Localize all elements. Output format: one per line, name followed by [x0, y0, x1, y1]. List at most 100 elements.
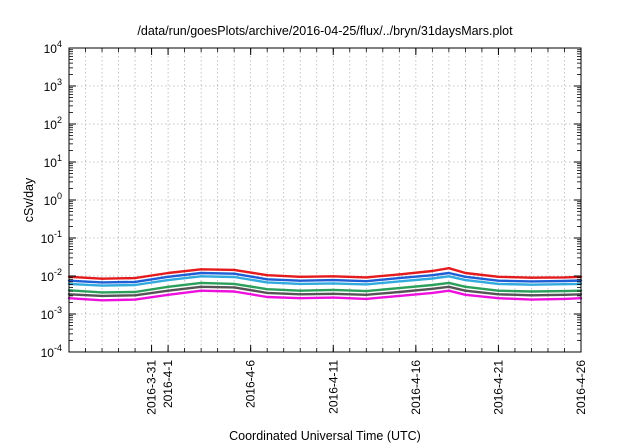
data-point: [447, 281, 451, 285]
data-point: [299, 293, 302, 296]
series-line: [68, 281, 582, 294]
data-point: [563, 297, 566, 301]
data-point: [447, 285, 451, 288]
data-point: [100, 291, 104, 294]
data-point: [497, 275, 500, 278]
data-point: [497, 297, 500, 300]
data-point: [166, 285, 170, 288]
data-point: [530, 276, 533, 279]
data-point: [530, 298, 533, 301]
data-point: [398, 286, 401, 290]
data-point: [166, 275, 170, 278]
data-point: [530, 283, 533, 286]
data-point: [464, 278, 467, 282]
data-point: [100, 277, 104, 280]
data-point: [563, 276, 566, 279]
data-point: [233, 268, 236, 272]
x-tick-label: 2016-4-21: [491, 360, 505, 415]
data-point: [365, 289, 368, 293]
data-point: [398, 280, 401, 283]
data-point: [431, 269, 434, 273]
data-point: [299, 289, 302, 292]
data-point: [233, 282, 236, 286]
data-point: [398, 290, 401, 294]
data-point: [365, 293, 368, 296]
data-point: [398, 294, 401, 298]
data-point: [332, 292, 335, 295]
data-point: [133, 280, 137, 284]
data-point: [431, 291, 434, 295]
data-point: [398, 276, 401, 280]
data-point: [299, 279, 302, 282]
data-point: [464, 285, 467, 288]
data-point: [332, 296, 335, 299]
data-point: [431, 277, 434, 280]
series-line: [68, 275, 582, 287]
data-point: [166, 289, 170, 292]
data-point: [464, 289, 467, 292]
data-point: [299, 282, 302, 286]
data-point: [497, 289, 500, 292]
series-layer: [67, 267, 583, 302]
data-point: [100, 294, 104, 298]
chart-title: /data/run/goesPlots/archive/2016-04-25/f…: [137, 24, 513, 38]
y-tick-label: 104: [44, 39, 62, 56]
data-point: [133, 290, 137, 294]
x-tick-label: 2016-3-31: [145, 360, 159, 415]
data-point: [497, 282, 500, 286]
data-point: [133, 276, 137, 280]
data-point: [266, 281, 269, 284]
data-point: [447, 289, 451, 292]
data-point: [299, 297, 302, 300]
data-point: [199, 268, 203, 271]
x-tick-label: 2016-4-6: [244, 360, 258, 408]
data-point: [365, 276, 368, 279]
data-point: [447, 267, 451, 270]
data-point: [464, 293, 467, 296]
y-axis-label: cSv/day: [22, 177, 36, 222]
data-point: [166, 271, 170, 275]
data-point: [563, 289, 566, 293]
y-tick-label: 101: [44, 153, 62, 170]
data-point: [199, 285, 203, 288]
data-point: [365, 297, 368, 301]
data-point: [530, 294, 533, 297]
data-point: [563, 279, 566, 283]
data-point: [332, 275, 335, 278]
data-point: [166, 278, 170, 282]
data-point: [299, 275, 302, 278]
data-point: [266, 291, 269, 295]
data-point: [365, 280, 368, 283]
data-point: [100, 299, 104, 302]
data-point: [447, 271, 451, 275]
y-tick-label: 10-2: [41, 267, 62, 284]
y-tick-label: 103: [44, 77, 62, 94]
y-tick-label: 10-1: [41, 229, 62, 246]
y-tick-label: 10-3: [41, 305, 62, 322]
data-point: [233, 272, 236, 275]
data-point: [563, 293, 566, 296]
data-point: [431, 274, 434, 277]
x-tick-label: 2016-4-11: [326, 360, 340, 414]
series-line: [68, 271, 582, 284]
data-point: [332, 288, 335, 292]
data-point: [133, 283, 137, 287]
series-line: [68, 285, 582, 298]
data-point: [166, 293, 170, 296]
x-tick-label: 2016-4-16: [409, 360, 423, 415]
data-point: [266, 295, 269, 299]
data-point: [199, 275, 203, 278]
data-point: [332, 282, 335, 285]
data-point: [133, 294, 137, 297]
data-point: [199, 289, 203, 292]
series-line: [68, 267, 582, 280]
data-point: [497, 293, 500, 296]
data-point: [464, 275, 467, 278]
ticks: 10-4 10-3 10-2 10-1 100 101 102 103 104 2016-3-31…: [41, 39, 588, 415]
x-axis-label: Coordinated Universal Time (UTC): [229, 429, 421, 443]
y-tick-label: 10-4: [41, 343, 62, 360]
data-point: [497, 279, 500, 282]
data-point: [100, 281, 104, 284]
data-point: [266, 288, 269, 291]
